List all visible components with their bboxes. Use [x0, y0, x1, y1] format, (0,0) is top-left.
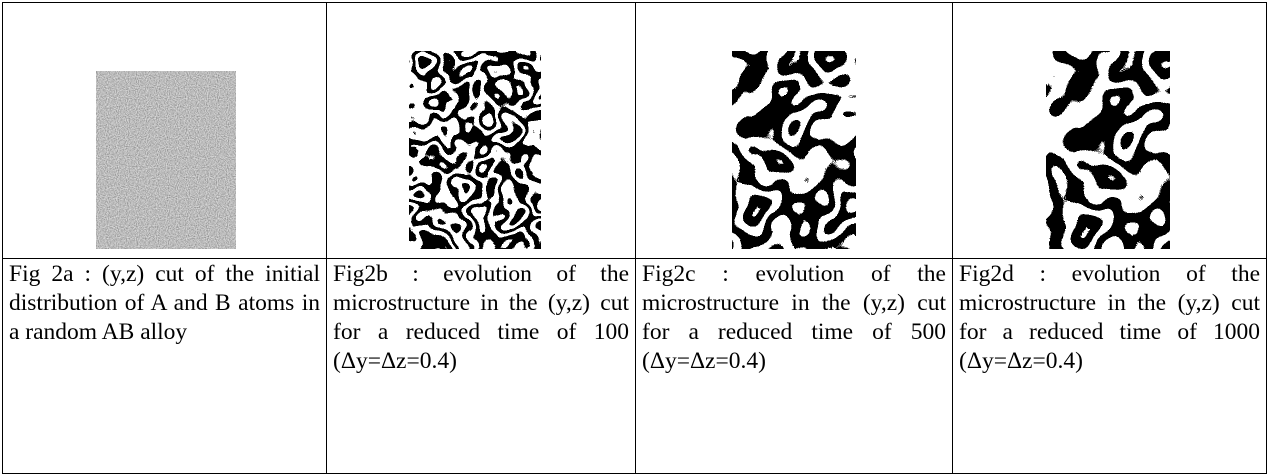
- figure-2d: [953, 3, 1266, 258]
- image-row: [3, 3, 1267, 259]
- figure-2a: [3, 3, 326, 258]
- random-alloy-image: [96, 71, 236, 249]
- caption: Fig2d : evolution of the microstructure …: [953, 259, 1267, 474]
- caption: Fig2c : evolution of the microstructure …: [636, 259, 953, 474]
- page: Fig 2a : (y,z) cut of the initial distri…: [0, 0, 1277, 476]
- figure-2b: [327, 3, 635, 258]
- caption: Fig 2a : (y,z) cut of the initial distri…: [3, 259, 327, 474]
- microstructure-image: [1046, 51, 1170, 249]
- caption: Fig2b : evolution of the microstructure …: [327, 259, 636, 474]
- image-cell: [953, 3, 1267, 259]
- caption-row: Fig 2a : (y,z) cut of the initial distri…: [3, 259, 1267, 474]
- figure-table: Fig 2a : (y,z) cut of the initial distri…: [2, 2, 1267, 474]
- image-cell: [636, 3, 953, 259]
- microstructure-image: [732, 51, 856, 249]
- microstructure-image: [409, 51, 541, 249]
- image-cell: [3, 3, 327, 259]
- figure-2c: [636, 3, 952, 258]
- image-cell: [327, 3, 636, 259]
